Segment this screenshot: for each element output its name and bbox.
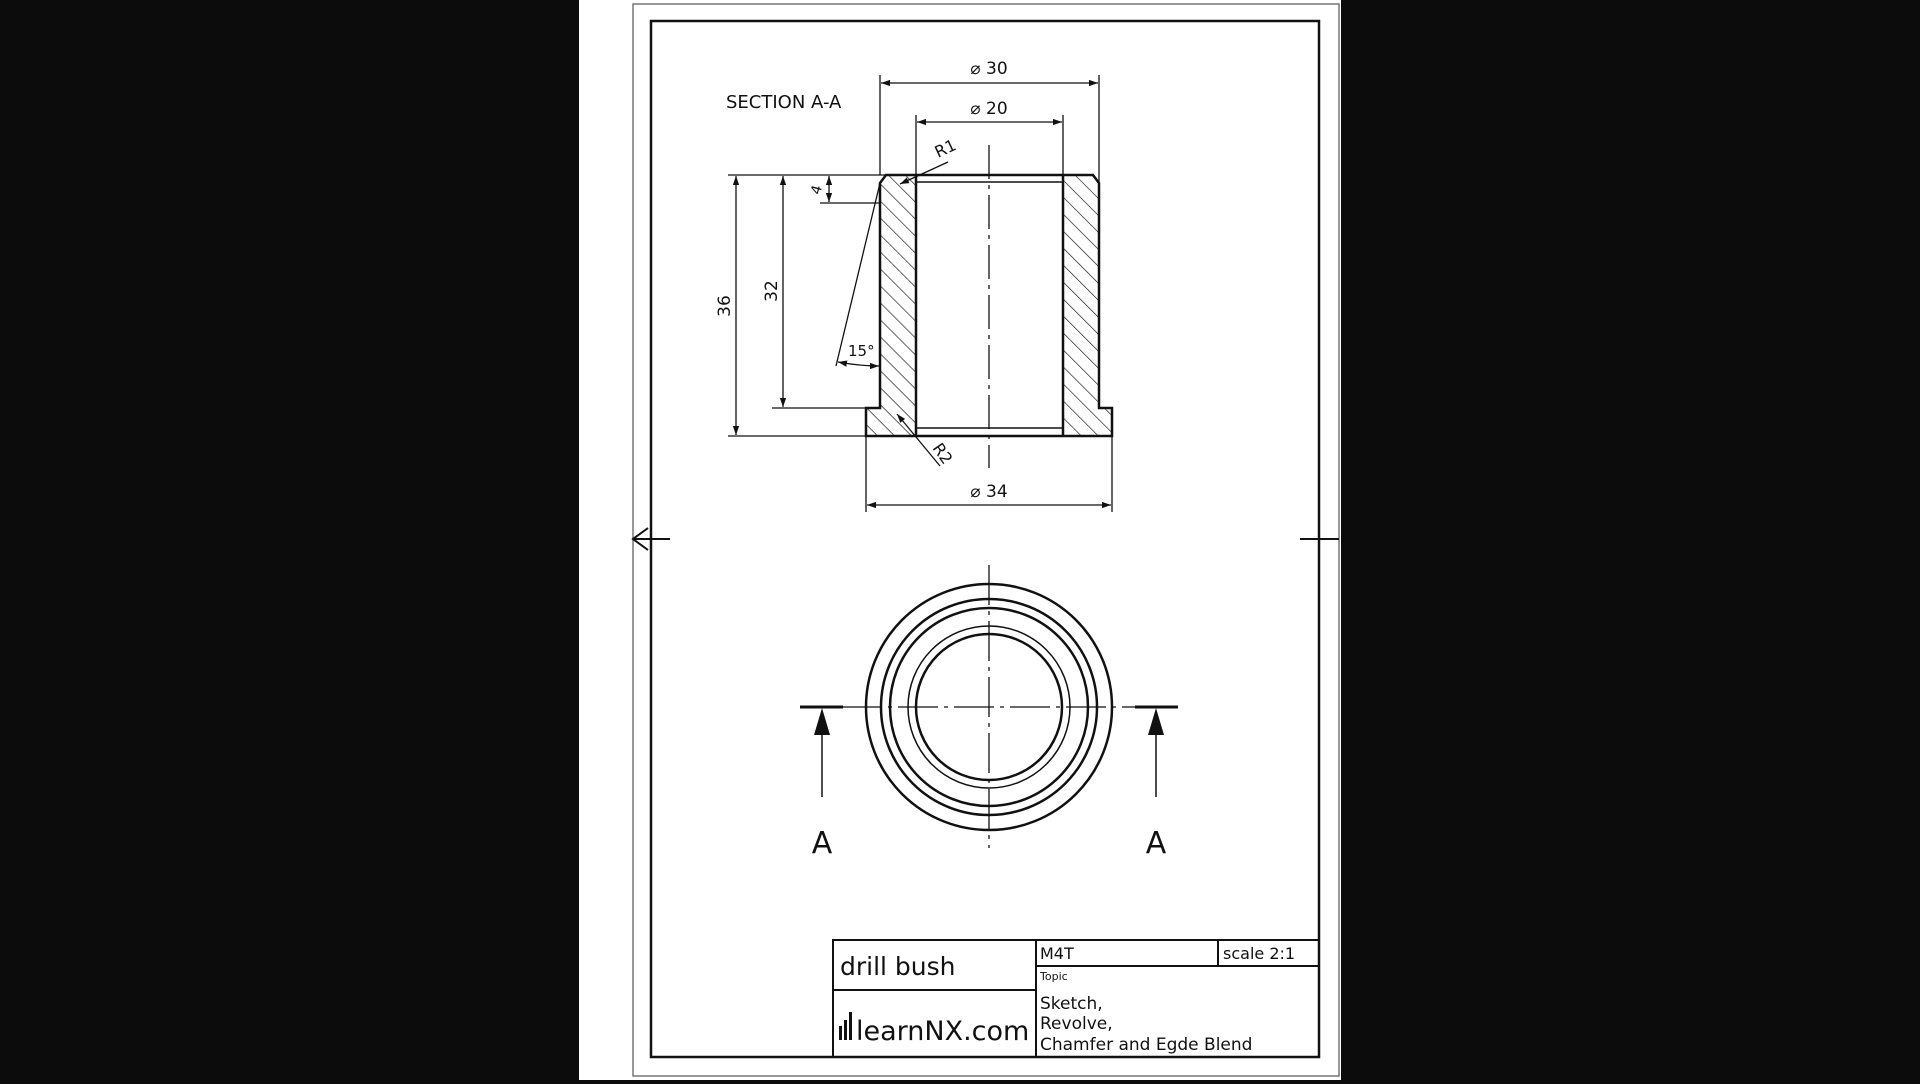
title-block (832, 939, 1320, 1058)
topic-line: Revolve, (1040, 1014, 1113, 1034)
logo-text: learnNX.com (856, 1016, 1029, 1047)
topic-line: Sketch, (1040, 994, 1103, 1014)
dim-dia-flange: ⌀ 34 (970, 482, 1007, 502)
dim-height-body: 32 (762, 280, 782, 302)
right-wall-section (1061, 173, 1114, 438)
section-view (864, 145, 1114, 468)
topic-label: Topic (1039, 970, 1068, 983)
direction-arrow-icon (631, 527, 670, 551)
part-name: drill bush (840, 952, 956, 981)
logo-bars-icon (839, 1012, 852, 1040)
dimension-lines (728, 75, 1113, 512)
dim-dia-inner: ⌀ 20 (970, 99, 1007, 119)
section-mark-right: A (1146, 826, 1167, 861)
dim-angle: 15° (848, 342, 875, 360)
dim-dia-outer: ⌀ 30 (970, 59, 1007, 79)
top-view (842, 565, 1136, 848)
dimension-labels: SECTION A-A ⌀ 30 ⌀ 20 ⌀ 34 36 32 4 15° R… (715, 59, 1008, 502)
section-cut-marks (800, 705, 1178, 797)
section-mark-left: A (812, 826, 833, 861)
section-title: SECTION A-A (726, 92, 842, 113)
dim-chamfer: 4 (808, 184, 826, 197)
paper-sheet (579, 0, 1341, 1080)
drawing-code: M4T (1040, 944, 1074, 963)
dim-height-total: 36 (715, 295, 735, 317)
drawing-scale: scale 2:1 (1223, 944, 1295, 963)
topic-line: Chamfer and Egde Blend (1040, 1035, 1252, 1055)
